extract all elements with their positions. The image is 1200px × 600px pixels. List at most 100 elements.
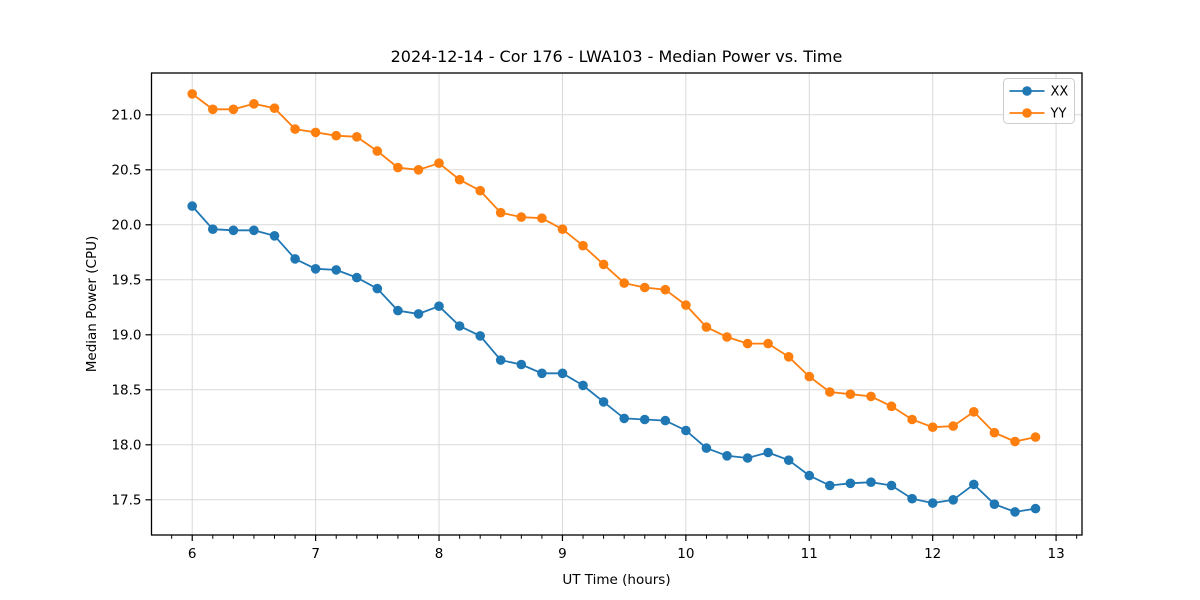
series-xx-marker <box>208 224 218 234</box>
series-yy-marker <box>516 212 527 222</box>
series-yy-marker <box>886 401 897 412</box>
series-xx-line <box>191 205 1036 513</box>
series-yy-marker <box>722 332 732 342</box>
series-yy-marker <box>866 391 876 402</box>
series-xx-marker <box>681 425 691 436</box>
series-yy-marker <box>208 104 218 115</box>
series-yy-marker <box>537 213 547 223</box>
series-xx-marker <box>763 447 773 458</box>
y-tick-label: 19.0 <box>111 328 141 344</box>
series-yy-marker <box>269 103 280 113</box>
series-yy-marker <box>372 146 383 156</box>
series-xx-marker <box>989 499 1000 510</box>
series-xx-marker <box>907 493 917 504</box>
x-axis-label: UT Time (hours) <box>562 572 670 588</box>
series-xx-marker <box>393 305 403 316</box>
y-tick-label: 18.5 <box>111 383 141 399</box>
legend-item-yy: YY <box>1009 107 1067 122</box>
y-axis-label: Median Power (CPU) <box>84 236 100 372</box>
series-xx-marker <box>783 455 794 466</box>
series-xx-marker <box>269 231 280 241</box>
y-tick-label: 18.0 <box>111 438 141 454</box>
series-xx-marker <box>352 272 362 283</box>
series-xx-marker <box>948 495 958 505</box>
series-yy-marker <box>989 427 1000 438</box>
series-yy-marker <box>454 174 465 185</box>
series-yy-marker <box>742 338 753 349</box>
series-xx-marker <box>516 359 527 370</box>
series-xx-marker <box>331 265 342 275</box>
legend-item-xx: XX <box>1009 85 1068 100</box>
series-xx <box>187 201 1041 517</box>
series-xx-marker <box>639 414 650 425</box>
series-xx-marker <box>866 477 876 488</box>
x-tick-label: 12 <box>924 546 941 562</box>
series-yy <box>187 89 1041 447</box>
series-xx-marker <box>249 225 259 236</box>
series-xx-marker <box>845 478 856 489</box>
series-yy-marker <box>228 104 239 115</box>
series-yy-marker <box>948 421 958 431</box>
series-xx-marker <box>1030 503 1041 514</box>
series-xx-marker <box>825 480 835 491</box>
series-yy-marker <box>578 240 588 251</box>
series-xx-marker <box>927 498 938 508</box>
series-xx-marker <box>290 254 300 264</box>
series-xx-marker <box>701 443 712 453</box>
series-yy-marker <box>475 185 486 196</box>
series-yy-marker <box>969 407 979 417</box>
y-tick-label: 19.5 <box>111 273 141 289</box>
y-tick-label: 20.5 <box>111 163 141 179</box>
series-xx-marker <box>722 451 732 461</box>
series-yy-marker <box>804 371 815 382</box>
series-yy-marker <box>907 414 917 425</box>
series-xx-marker <box>454 321 465 331</box>
series-yy-marker <box>1030 432 1041 442</box>
tick-layer: 6 7 8 9 10 11 12 13 17.5 18.0 18.5 19.0 19.5 20.0 20.5… <box>111 108 1078 562</box>
series-yy-marker <box>495 207 506 218</box>
series-xx-marker <box>660 415 671 426</box>
x-tick-label: 11 <box>801 546 818 562</box>
series-yy-marker <box>352 132 362 142</box>
grid-layer <box>151 73 1082 535</box>
series-xx-marker <box>1010 507 1020 517</box>
y-tick-label: 21.0 <box>111 108 141 124</box>
series-xx-marker <box>228 225 239 236</box>
series-xx-marker <box>886 480 897 491</box>
series-yy-marker <box>927 422 938 433</box>
series-xx-marker <box>537 368 547 379</box>
series-xx-marker <box>475 331 486 341</box>
series-yy-marker <box>845 389 856 400</box>
x-tick-label: 8 <box>435 546 444 562</box>
series-yy-marker <box>783 352 794 362</box>
x-tick-label: 10 <box>677 546 694 562</box>
series-yy-marker <box>393 162 403 173</box>
series-yy-marker <box>434 158 444 168</box>
series-yy-marker <box>763 338 773 349</box>
x-tick-label: 7 <box>311 546 320 562</box>
series-yy-marker <box>639 282 650 293</box>
series-xx-marker <box>742 453 753 463</box>
plot-area <box>150 72 1083 536</box>
legend-label: YY <box>1050 107 1067 122</box>
series-xx-marker <box>372 283 383 294</box>
y-tick-label: 17.5 <box>111 493 141 509</box>
series-yy-marker <box>331 130 342 141</box>
series-yy-marker <box>619 278 629 288</box>
y-tick-label: 20.0 <box>111 218 141 234</box>
series-yy-marker <box>413 165 424 175</box>
series-yy-marker <box>825 387 835 397</box>
series-xx-marker <box>578 380 588 391</box>
x-tick-label: 6 <box>188 546 197 562</box>
chart-title: 2024-12-14 - Cor 176 - LWA103 - Median P… <box>391 47 843 66</box>
series-xx-marker <box>413 309 424 319</box>
series-yy-marker <box>290 124 300 134</box>
legend: XX YY <box>1003 78 1075 124</box>
legend-marker-sample <box>1022 108 1032 118</box>
series-yy-marker <box>598 259 609 270</box>
series-xx-marker <box>310 264 321 274</box>
x-tick-label: 13 <box>1047 546 1064 562</box>
series-yy-marker <box>249 99 259 109</box>
